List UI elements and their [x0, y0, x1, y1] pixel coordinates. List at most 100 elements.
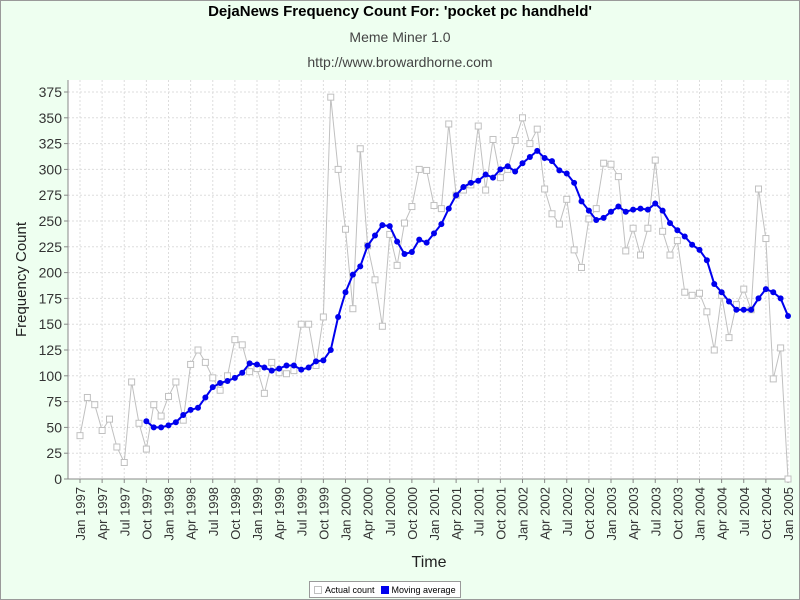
moving-average-point — [585, 207, 592, 214]
plot-area — [68, 80, 790, 479]
x-tick-label: Oct 2003 — [670, 487, 685, 540]
moving-average-point — [386, 223, 393, 230]
moving-average-point — [556, 167, 563, 174]
actual-count-point — [622, 247, 630, 255]
moving-average-point — [408, 248, 415, 255]
moving-average-point — [231, 374, 238, 381]
actual-count-point — [614, 173, 622, 181]
moving-average-point — [298, 366, 305, 373]
moving-average-point — [172, 419, 179, 426]
actual-count-point — [651, 156, 659, 164]
actual-count-point — [128, 378, 136, 386]
y-axis-label: Frequency Count — [13, 221, 30, 337]
y-tick-label: 175 — [39, 290, 63, 306]
x-tick-label: Jan 2000 — [339, 487, 354, 541]
moving-average-point — [187, 406, 194, 413]
x-tick-label: Jul 2002 — [560, 487, 575, 536]
actual-count-point — [526, 140, 534, 148]
actual-count-point — [371, 276, 379, 284]
y-tick-label: 375 — [39, 84, 63, 100]
moving-average-point — [696, 246, 703, 253]
moving-average-point — [519, 160, 526, 167]
actual-count-point — [231, 336, 239, 344]
actual-count-point — [187, 360, 195, 368]
actual-count-point — [209, 374, 217, 382]
moving-average-point — [526, 154, 533, 161]
moving-average-point — [482, 171, 489, 178]
moving-average-point — [460, 183, 467, 190]
moving-average-point — [283, 362, 290, 369]
moving-average-point — [379, 222, 386, 229]
actual-count-point — [319, 313, 327, 321]
legend-label-moving: Moving average — [391, 584, 456, 595]
actual-count-point — [142, 445, 150, 453]
actual-count-point — [172, 378, 180, 386]
moving-average-point — [674, 227, 681, 234]
actual-count-point — [740, 285, 748, 293]
actual-count-point — [696, 289, 703, 297]
moving-average-point — [718, 289, 725, 296]
actual-count-point — [423, 166, 431, 174]
x-tick-label: Oct 2004 — [759, 487, 774, 540]
actual-count-point — [519, 114, 526, 122]
moving-average-point — [416, 236, 423, 243]
actual-count-point — [725, 334, 733, 342]
y-tick-label: 100 — [39, 368, 63, 384]
actual-count-point — [673, 237, 681, 245]
moving-average-point — [748, 306, 755, 313]
actual-count-point — [688, 291, 696, 299]
moving-average-point — [630, 206, 637, 213]
moving-average-point — [534, 147, 541, 154]
moving-average-point — [180, 412, 187, 419]
moving-average-point — [239, 369, 246, 376]
actual-count-point — [570, 246, 578, 254]
moving-average-point — [703, 257, 710, 264]
moving-average-point — [150, 424, 157, 431]
actual-count-point — [629, 224, 637, 232]
actual-count-point — [644, 224, 652, 232]
moving-average-point — [593, 216, 600, 223]
moving-average-point — [431, 230, 437, 237]
y-tick-label: 75 — [46, 394, 62, 410]
x-tick-label: Jan 1998 — [162, 487, 177, 541]
moving-average-point — [608, 208, 614, 215]
actual-count-point — [91, 401, 99, 409]
actual-count-point — [533, 125, 541, 133]
moving-average-point — [644, 206, 651, 213]
moving-average-point — [364, 242, 371, 249]
actual-count-point — [777, 344, 785, 352]
moving-average-point — [143, 418, 150, 425]
actual-count-point — [637, 251, 644, 259]
moving-average-point — [224, 377, 231, 384]
moving-average-point — [762, 286, 769, 293]
moving-average-point — [327, 347, 334, 353]
actual-count-point — [224, 372, 231, 380]
x-tick-label: Jan 1997 — [73, 487, 88, 541]
moving-average-point — [357, 263, 364, 270]
moving-average-point — [571, 179, 578, 186]
moving-average-point — [726, 298, 732, 305]
actual-count-point — [666, 251, 674, 259]
x-tick-label: Apr 2001 — [449, 487, 464, 540]
moving-average-point — [320, 357, 327, 364]
moving-average-point — [681, 233, 688, 240]
actual-count-point — [703, 308, 711, 316]
actual-count-point — [356, 145, 364, 153]
legend-swatch-moving — [380, 585, 389, 594]
x-tick-label: Jul 1997 — [117, 487, 132, 536]
y-tick-label: 225 — [39, 239, 63, 255]
x-tick-label: Apr 1998 — [184, 487, 199, 540]
actual-count-point — [511, 137, 519, 145]
moving-average-point — [290, 362, 297, 369]
moving-average-point — [438, 221, 445, 228]
y-tick-label: 125 — [39, 342, 63, 358]
moving-average-point — [453, 192, 460, 199]
x-tick-label: Jul 2003 — [648, 487, 663, 536]
y-tick-label: 325 — [39, 136, 63, 152]
moving-average-point — [785, 312, 791, 319]
moving-average-point — [512, 168, 519, 175]
moving-average-point — [394, 238, 401, 245]
x-tick-label: Jan 2004 — [693, 487, 708, 541]
moving-average-point — [423, 239, 430, 246]
x-tick-label: Jul 2001 — [471, 487, 486, 536]
